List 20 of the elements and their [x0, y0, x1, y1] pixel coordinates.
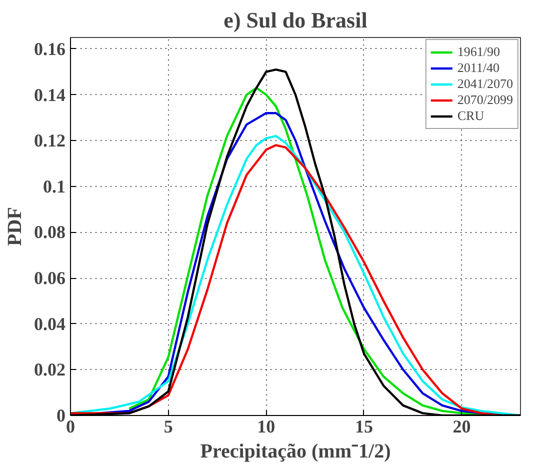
- chart-title: e) Sul do Brasil: [224, 8, 368, 32]
- x-tick-label: 5: [164, 416, 173, 436]
- legend-label: 2011/40: [457, 60, 500, 76]
- x-axis-title: Precipitação (mm⁻1/2): [200, 440, 391, 462]
- y-tick-label: 0.08: [34, 222, 66, 242]
- x-tick-label: 10: [257, 416, 276, 436]
- x-tick-label: 20: [452, 416, 471, 436]
- y-tick-label: 0.06: [34, 268, 66, 288]
- legend-label: CRU: [457, 108, 484, 124]
- y-tick-label: 0.02: [34, 360, 66, 380]
- x-tick-label: 15: [354, 416, 373, 436]
- y-tick-label: 0.12: [34, 130, 66, 151]
- legend-label: 1961/90: [457, 44, 500, 60]
- y-axis-title: PDF: [4, 207, 26, 246]
- y-tick-label: 0.1: [43, 176, 66, 196]
- y-tick-label: 0.04: [34, 314, 66, 334]
- y-tick-label: 0.16: [34, 38, 66, 59]
- y-tick-label: 0.14: [34, 84, 66, 105]
- legend-label: 2041/2070: [457, 76, 513, 92]
- legend-label: 2070/2099: [457, 92, 513, 108]
